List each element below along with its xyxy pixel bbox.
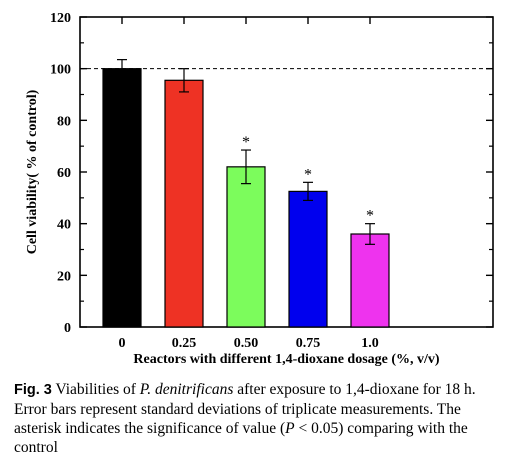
caption-text-3: < 0.05) comparing with the control [14,420,468,456]
significance-asterisk: * [242,134,250,151]
p-symbol: P [285,420,295,437]
plot-border [79,16,494,328]
bar-0.50 [226,166,266,328]
bars: * * * [102,59,390,328]
significance-asterisk: * [304,166,312,183]
caption-text-1: Viabilities of [51,381,140,398]
x-tick-label: 0.25 [172,336,197,351]
plot-frame [79,16,494,328]
x-axis-title: Reactors with different 1,4-dioxane dosa… [133,352,439,367]
significance-asterisk: * [366,208,374,225]
figure-caption: Fig. 3 Viabilities of P. denitrificans a… [14,380,512,457]
bar-0.25 [164,79,204,328]
y-axis: 0 20 40 60 80 100 120 [50,11,493,336]
y-tick-label: 60 [57,166,71,181]
bar-0 [102,68,142,328]
bar-1.0 [350,233,390,328]
y-tick-label: 40 [57,218,71,233]
y-tick-label: 120 [50,11,71,26]
y-tick-label: 0 [64,321,71,336]
y-tick-label: 80 [57,114,71,129]
x-tick-label: 0 [119,336,126,351]
y-tick-label: 100 [50,63,71,78]
x-tick-label: 0.75 [296,336,321,351]
x-tick-label: 0.50 [234,336,259,351]
x-tick-label: 1.0 [361,336,379,351]
bar-chart: 0 20 40 60 80 100 120 0 0.25 0.50 0.75 1.0 * * * Rea… [25,11,494,367]
species-name: P. denitrificans [139,381,234,398]
caption-text-2: after exposure to 1,4-dioxane for 18 h. … [14,381,476,437]
figure-label: Fig. 3 [14,382,52,398]
bar-0.75 [288,190,328,328]
y-axis-title: Cell viability( % of control) [25,89,40,254]
y-tick-label: 20 [57,269,71,284]
